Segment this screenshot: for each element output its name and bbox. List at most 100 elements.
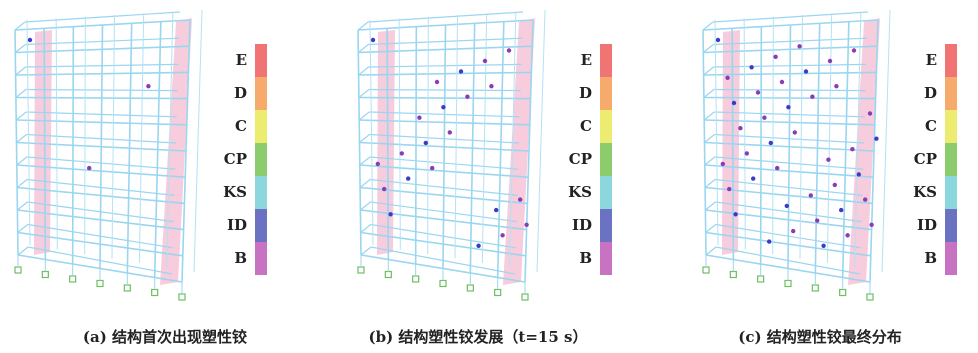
- frame-model: [703, 10, 890, 300]
- hinge: [87, 166, 91, 170]
- beam: [705, 135, 715, 143]
- beam: [17, 202, 27, 210]
- column: [537, 10, 545, 272]
- legend-swatch: [945, 209, 957, 242]
- legend-swatch: [600, 143, 612, 176]
- support: [152, 290, 158, 296]
- hinge: [863, 197, 867, 201]
- hinge: [406, 176, 410, 180]
- beam: [25, 12, 180, 22]
- shear-wall: [848, 18, 880, 285]
- beam: [706, 225, 716, 233]
- beam: [706, 247, 716, 255]
- column: [85, 17, 86, 254]
- support: [42, 272, 48, 278]
- beam: [361, 225, 371, 233]
- legend-swatch: [255, 77, 267, 110]
- legend-label: C: [580, 117, 592, 135]
- hinge: [869, 223, 873, 227]
- hinge: [791, 229, 795, 233]
- caption: (c) 结构塑性铰最终分布: [738, 328, 902, 346]
- legend-swatch: [945, 242, 957, 275]
- hinge: [146, 84, 150, 88]
- support: [812, 285, 818, 291]
- hinge: [430, 166, 434, 170]
- beam: [704, 90, 714, 98]
- legend-label: E: [236, 51, 247, 69]
- shear-wall: [160, 18, 192, 285]
- legend-swatch: [600, 176, 612, 209]
- legend-swatch: [945, 143, 957, 176]
- hinge: [773, 55, 777, 59]
- hinge: [388, 212, 392, 216]
- support: [124, 285, 130, 291]
- hinge: [524, 223, 528, 227]
- column: [773, 17, 774, 254]
- hinge: [494, 208, 498, 212]
- legend-label: KS: [223, 183, 247, 201]
- hinge: [28, 38, 32, 42]
- hinge: [725, 76, 729, 80]
- legend-swatch: [945, 176, 957, 209]
- legend-swatch: [600, 242, 612, 275]
- beam: [705, 157, 715, 165]
- legend-swatch: [945, 77, 957, 110]
- column: [761, 27, 762, 264]
- beam: [17, 157, 27, 165]
- legend-label: KS: [913, 183, 937, 201]
- hinge: [767, 239, 771, 243]
- hinge: [793, 130, 797, 134]
- hinge: [382, 187, 386, 191]
- legend-swatch: [945, 44, 957, 77]
- legend-label: CP: [224, 150, 247, 168]
- legend-label: ID: [227, 216, 247, 234]
- hinge: [797, 44, 801, 48]
- legend-swatch: [945, 110, 957, 143]
- hinge: [489, 84, 493, 88]
- legend-label: D: [579, 84, 592, 102]
- shear-wall: [722, 30, 740, 255]
- beam: [359, 90, 369, 98]
- hinge: [751, 176, 755, 180]
- beam: [368, 12, 523, 22]
- hinge: [850, 147, 854, 151]
- beam: [705, 180, 715, 188]
- support: [495, 290, 501, 296]
- hinge: [518, 197, 522, 201]
- beam: [16, 90, 26, 98]
- legend-label: D: [924, 84, 937, 102]
- support: [730, 272, 736, 278]
- hinge: [749, 65, 753, 69]
- shear-wall: [377, 30, 395, 255]
- legend-swatch: [600, 77, 612, 110]
- support: [70, 276, 76, 282]
- column: [73, 27, 74, 264]
- hinge: [435, 80, 439, 84]
- hinge: [786, 105, 790, 109]
- support: [15, 267, 21, 273]
- caption: (b) 结构塑性铰发展（t=15 s）: [369, 328, 588, 346]
- beam: [16, 112, 26, 120]
- hinge: [745, 151, 749, 155]
- support: [413, 276, 419, 282]
- beam: [360, 180, 370, 188]
- support: [867, 294, 873, 300]
- hinge: [769, 141, 773, 145]
- legend-label: C: [925, 117, 937, 135]
- legend-label: B: [234, 249, 247, 267]
- hinge: [371, 38, 375, 42]
- column: [428, 17, 429, 254]
- column: [194, 10, 202, 272]
- legend-swatch: [255, 44, 267, 77]
- hinge: [716, 38, 720, 42]
- hinge: [810, 95, 814, 99]
- legend-label: CP: [914, 150, 937, 168]
- beam: [18, 225, 28, 233]
- hinge: [448, 130, 452, 134]
- hinge: [756, 90, 760, 94]
- hinge: [834, 84, 838, 88]
- beam: [17, 135, 27, 143]
- hinge: [839, 208, 843, 212]
- hinge: [833, 183, 837, 187]
- hinge: [376, 162, 380, 166]
